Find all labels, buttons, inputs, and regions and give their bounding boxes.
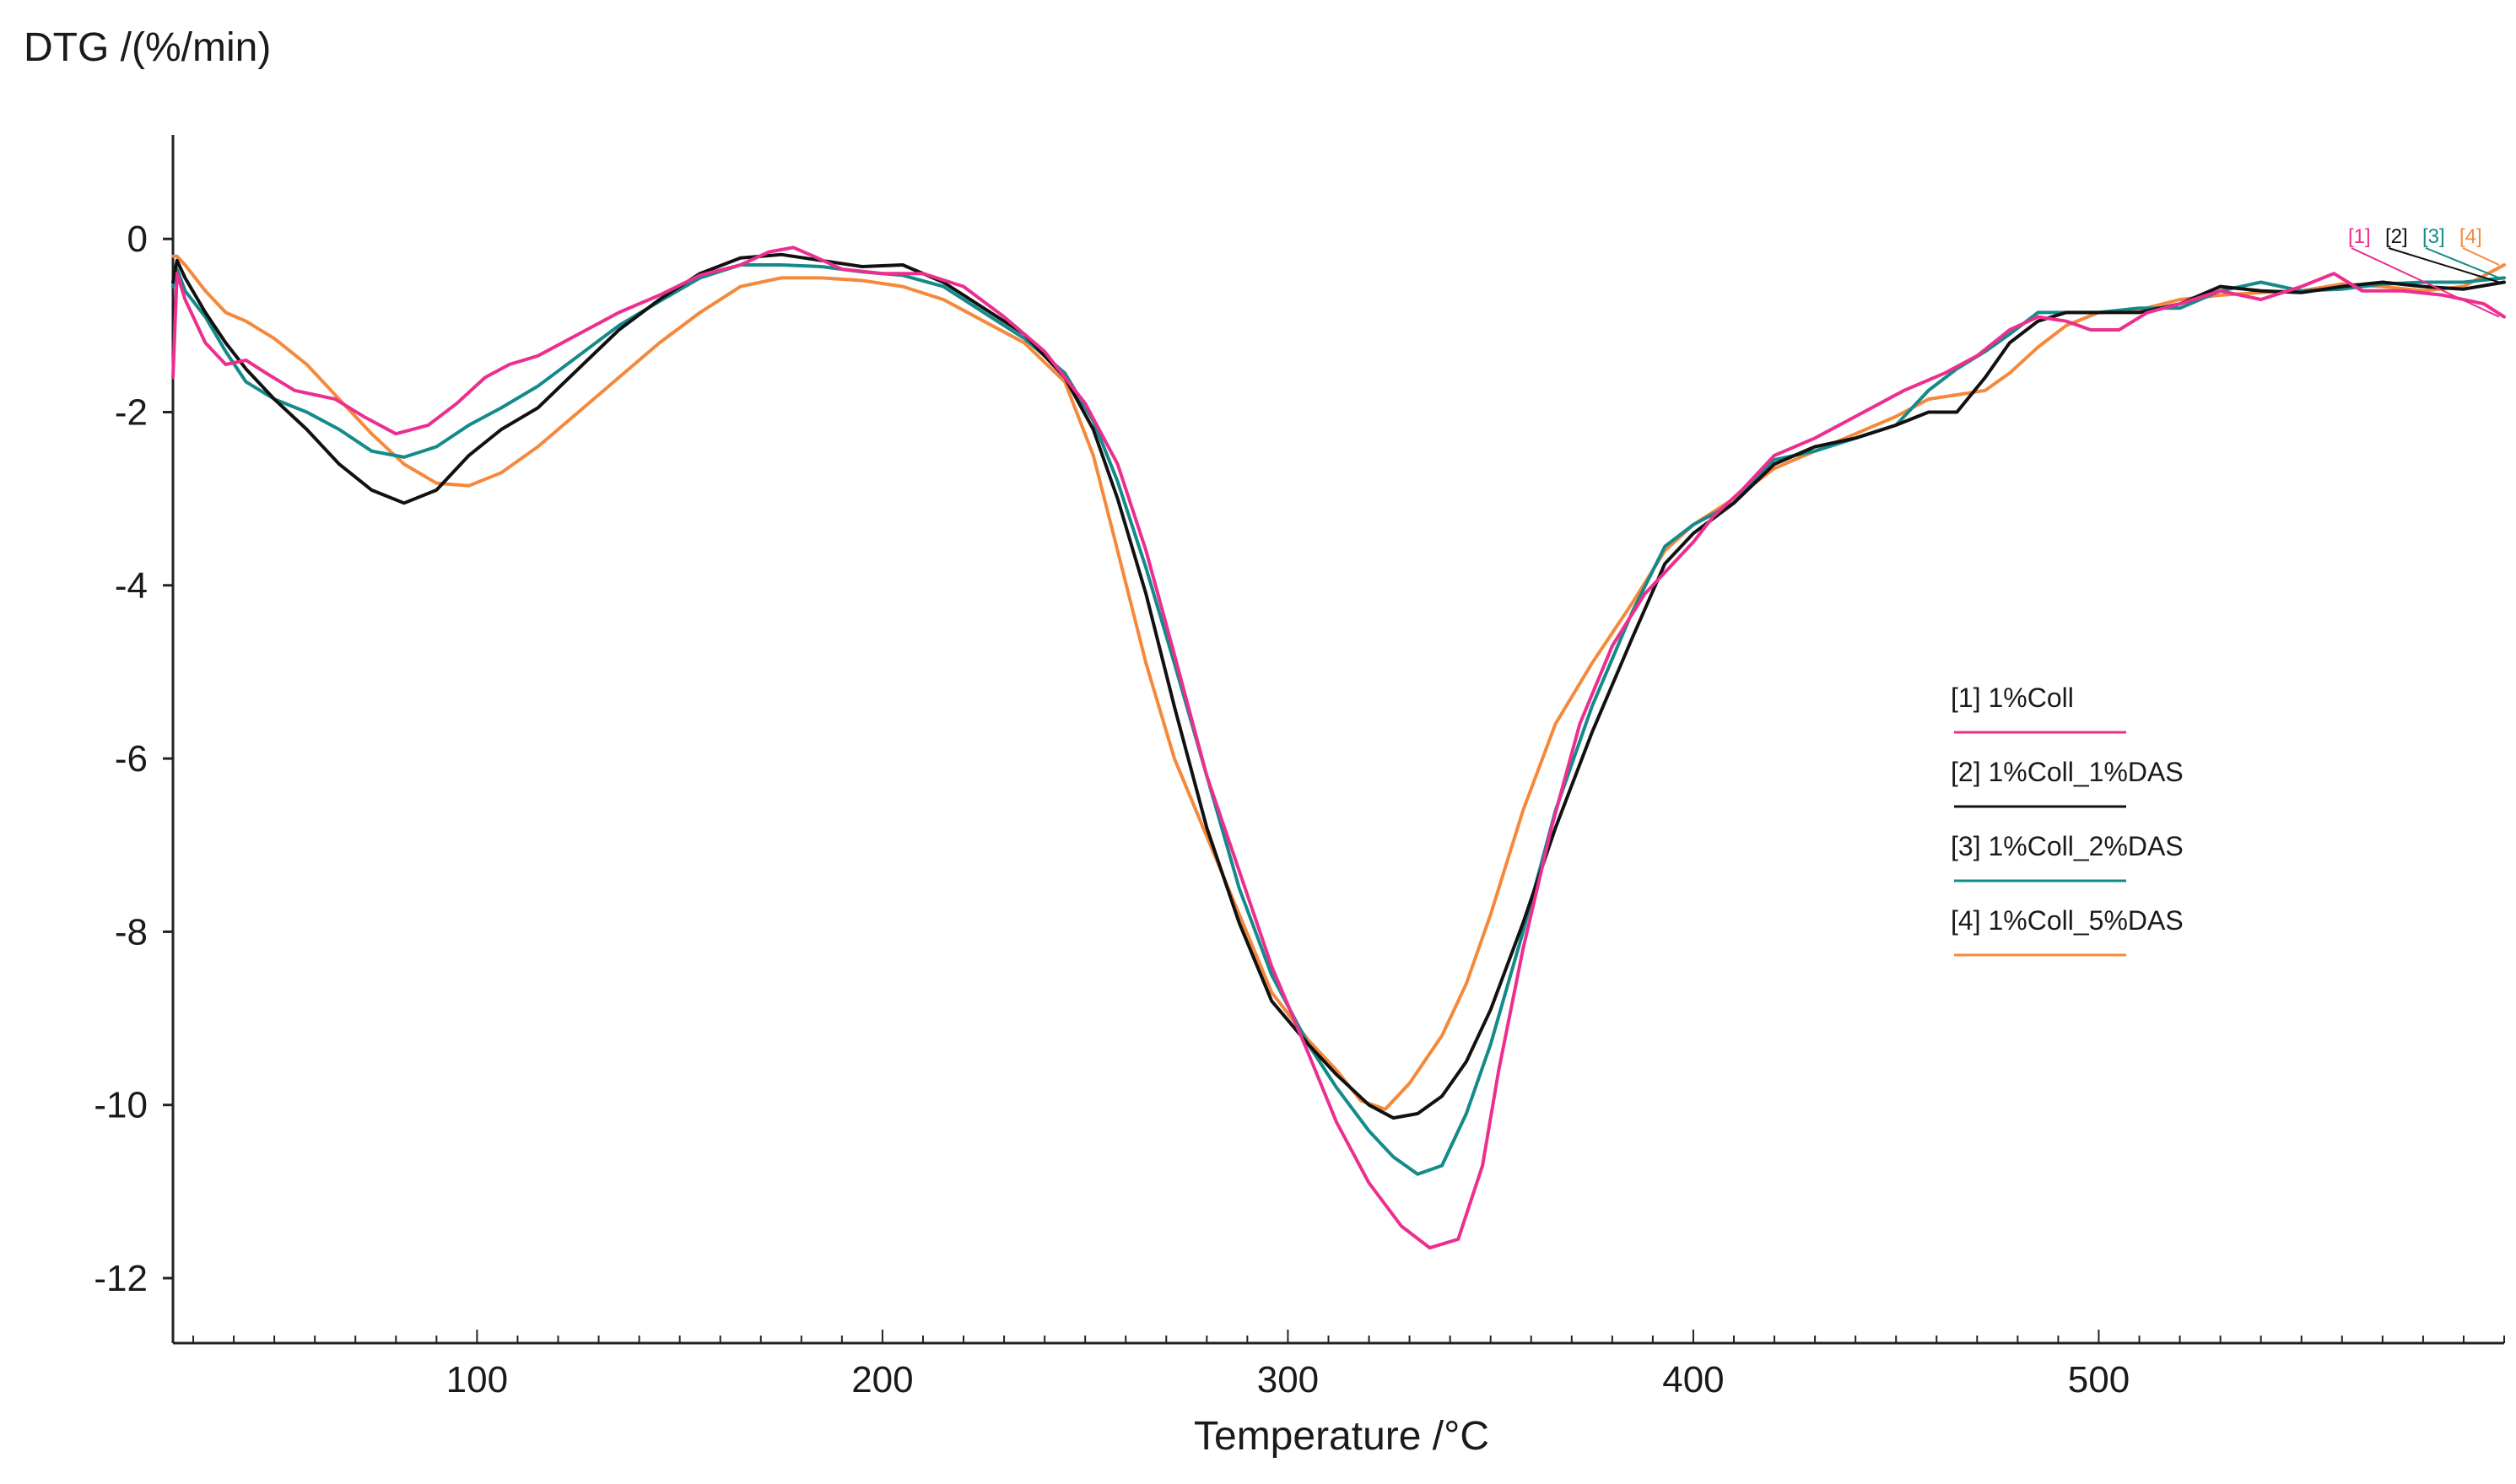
x-tick-label: 100: [446, 1359, 508, 1400]
series-tag-leader-3: [2425, 247, 2500, 279]
y-tick-label: -10: [94, 1085, 148, 1126]
series-tags: [1] [2] [3] [4]: [2348, 225, 2500, 318]
y-tick-label: -12: [94, 1258, 148, 1299]
x-tick-label: 200: [851, 1359, 913, 1400]
series-line-2: [171, 252, 2506, 1120]
y-tick-label: -4: [115, 565, 148, 607]
series-line-1: [171, 246, 2506, 1250]
legend-label-3: [3] 1%Coll_2%DAS: [1951, 831, 2184, 861]
series-line-4: [171, 254, 2506, 1111]
x-ticks: 100 200 300 400 500: [192, 1330, 2505, 1400]
series-tag-leader-2: [2388, 247, 2500, 283]
x-tick-label: 500: [2068, 1359, 2130, 1400]
y-tick-label: 0: [127, 219, 148, 260]
series-group: [171, 246, 2506, 1250]
series-tag-3: [3]: [2422, 225, 2445, 248]
series-tag-1: [1]: [2348, 225, 2371, 248]
x-tick-label: 400: [1662, 1359, 1724, 1400]
y-ticks: 0 -2 -4 -6 -8 -10 -12: [94, 219, 173, 1299]
legend-label-4: [4] 1%Coll_5%DAS: [1951, 905, 2184, 936]
y-tick-label: -6: [115, 738, 148, 780]
x-axis-title: Temperature /°C: [1194, 1414, 1489, 1459]
x-tick-label: 300: [1257, 1359, 1319, 1400]
legend: [1] 1%Coll [2] 1%Coll_1%DAS [3] 1%Coll_2%D…: [1951, 683, 2184, 957]
series-tag-leader-1: [2351, 247, 2500, 318]
y-tick-label: -2: [115, 391, 148, 433]
series-tag-leader-4: [2462, 247, 2500, 266]
y-axis-title: DTG /(%/min): [24, 25, 271, 70]
series-tag-4: [4]: [2459, 225, 2482, 248]
y-tick-label: -8: [115, 911, 148, 952]
series-tag-2: [2]: [2385, 225, 2408, 248]
legend-label-1: [1] 1%Coll: [1951, 683, 2074, 713]
legend-label-2: [2] 1%Coll_1%DAS: [1951, 757, 2184, 787]
series-line-3: [171, 263, 2506, 1176]
